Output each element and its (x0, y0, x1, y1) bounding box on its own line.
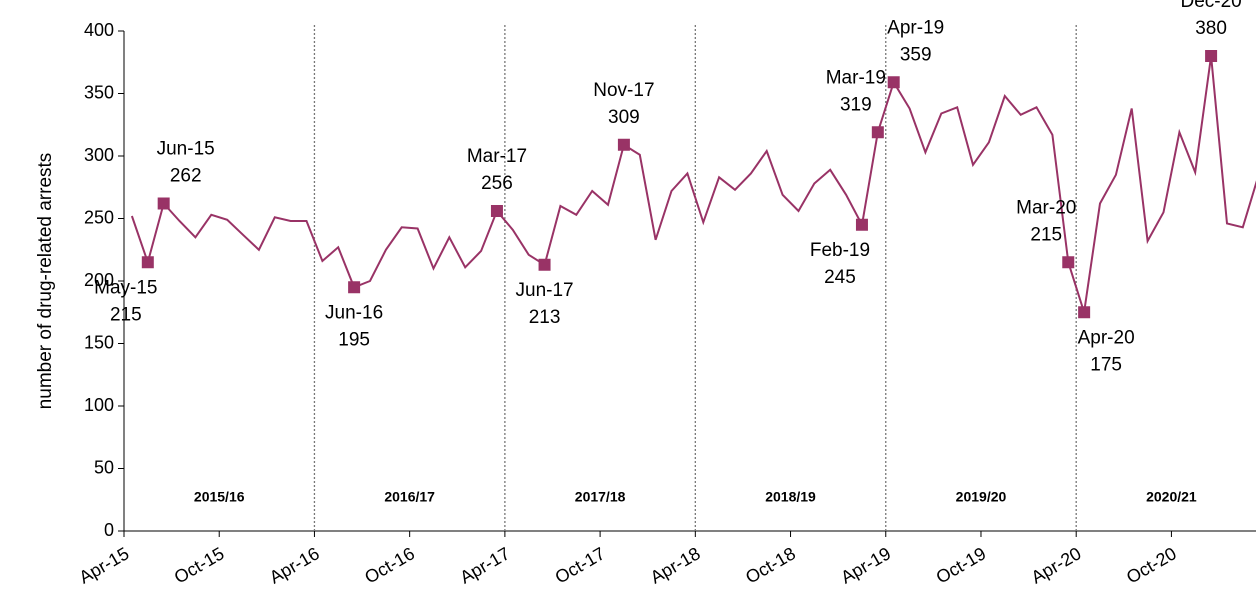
annotation-label: Jun-16 (325, 302, 383, 323)
y-tick-label: 250 (84, 207, 114, 227)
annotation-value: 380 (1195, 18, 1227, 39)
period-label: 2018/19 (765, 489, 816, 505)
annotation-label: Feb-19 (810, 240, 870, 261)
y-tick-label: 200 (84, 270, 114, 290)
annotation-label: Mar-20 (1016, 197, 1076, 218)
x-tick-label: Oct-17 (552, 543, 609, 587)
annotation-value: 215 (1030, 224, 1062, 245)
period-label: 2019/20 (956, 489, 1007, 505)
line-series (130, 55, 1256, 313)
x-tick-label: Oct-20 (1123, 543, 1180, 587)
period-label: 2020/21 (1146, 489, 1197, 505)
point-marker (855, 218, 868, 231)
point-marker (157, 197, 170, 210)
annotation-value: 309 (608, 107, 640, 128)
annotation-value: 175 (1090, 354, 1122, 375)
annotation-label: Nov-17 (593, 80, 654, 101)
y-tick-label: 400 (84, 20, 114, 40)
point-marker (348, 281, 361, 294)
y-tick-label: 150 (84, 332, 114, 352)
point-marker (871, 126, 884, 139)
annotation-value: 256 (481, 173, 513, 194)
annotation-label: Apr-19 (887, 17, 944, 38)
x-tick-label: Apr-17 (456, 543, 513, 587)
x-tick-label: Apr-20 (1028, 543, 1085, 587)
annotation-label: Jun-15 (157, 139, 215, 160)
annotation-value: 319 (840, 94, 872, 115)
annotation-value: 213 (529, 307, 561, 328)
y-tick-label: 50 (94, 457, 114, 477)
x-tick-label: Apr-16 (266, 543, 323, 587)
annotation-value: 215 (110, 304, 142, 325)
annotation-value: 245 (824, 267, 856, 288)
annotation-label: Apr-20 (1078, 327, 1135, 348)
annotation-value: 262 (170, 166, 202, 187)
x-tick-label: Apr-18 (647, 543, 704, 587)
point-marker (490, 205, 503, 217)
x-tick-label: Apr-19 (837, 543, 894, 587)
y-tick-label: 300 (84, 145, 114, 165)
y-tick-label: 0 (104, 520, 114, 540)
period-label: 2016/17 (384, 489, 435, 505)
y-axis-label: number of drug-related arrests (35, 153, 56, 410)
point-marker (887, 76, 900, 89)
point-marker (1078, 306, 1091, 319)
x-tick-label: Oct-15 (171, 543, 228, 587)
annotation-label: Mar-19 (826, 67, 886, 88)
x-tick-label: Apr-15 (76, 543, 133, 587)
annotation-label: Jun-17 (516, 280, 574, 301)
point-marker (141, 256, 154, 269)
period-label: 2017/18 (575, 489, 626, 505)
point-marker (538, 258, 551, 271)
x-tick-label: Oct-18 (742, 543, 799, 587)
annotation-label: Mar-17 (467, 146, 527, 167)
point-marker (1062, 256, 1075, 269)
period-label: 2015/16 (194, 489, 245, 505)
x-tick-label: Oct-19 (933, 543, 990, 587)
x-tick-label: Oct-16 (361, 543, 418, 587)
y-tick-label: 350 (84, 82, 114, 102)
annotation-value: 359 (900, 44, 932, 65)
annotation-label: May-15 (94, 277, 157, 298)
point-marker (617, 138, 630, 151)
annotation-value: 195 (338, 329, 370, 350)
y-tick-label: 100 (84, 395, 114, 415)
point-marker (1205, 50, 1218, 62)
annotation-label: Dec-20 (1180, 0, 1241, 12)
